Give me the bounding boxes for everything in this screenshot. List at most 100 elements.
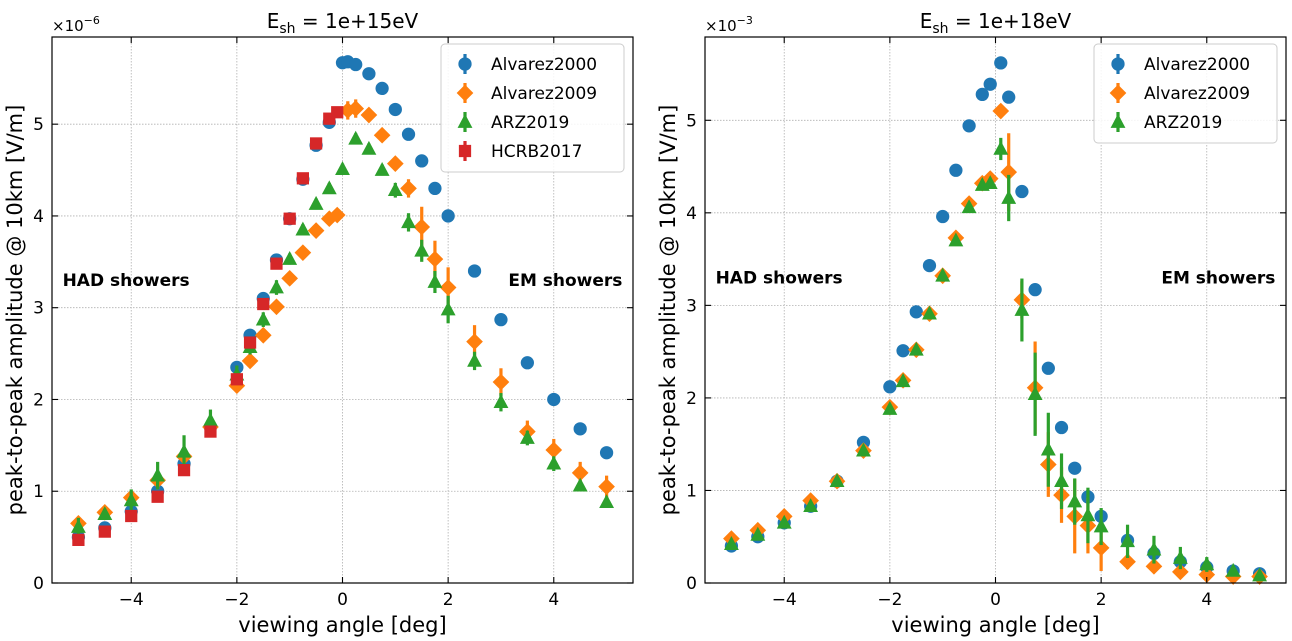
- data-point: [547, 392, 561, 407]
- data-point: [883, 380, 897, 394]
- legend-box: [1093, 43, 1278, 144]
- data-point: [347, 100, 365, 117]
- data-point: [268, 298, 285, 316]
- data-point: [1080, 507, 1096, 522]
- data-point: [1198, 566, 1216, 584]
- data-point: [150, 467, 166, 482]
- data-point: [427, 273, 443, 288]
- data-point: [992, 102, 1010, 120]
- y-tick-label: 2: [686, 389, 697, 409]
- x-tick-label: 2: [443, 590, 454, 610]
- data-point: [466, 333, 483, 350]
- legend-label: ARZ2019: [1144, 113, 1222, 133]
- data-point: [723, 536, 739, 550]
- data-point: [1172, 549, 1188, 564]
- chart-title: Esh = 1e+18eV: [920, 9, 1072, 37]
- data-point: [803, 498, 819, 513]
- data-point: [599, 494, 615, 509]
- data-point: [948, 232, 964, 247]
- data-point: [829, 473, 845, 488]
- data-point: [441, 209, 455, 223]
- data-point: [1028, 283, 1042, 297]
- data-point: [400, 180, 417, 197]
- data-point: [750, 526, 766, 541]
- data-point: [307, 222, 325, 239]
- legend-marker: [1110, 113, 1126, 128]
- data-point: [1054, 420, 1069, 435]
- x-tick-label: −4: [772, 590, 797, 610]
- data-point: [896, 344, 910, 358]
- data-point: [320, 210, 338, 228]
- data-point: [493, 394, 509, 409]
- data-point: [374, 161, 390, 176]
- data-point: [599, 446, 614, 460]
- data-point: [177, 464, 191, 477]
- data-point: [1172, 563, 1189, 581]
- title-subscript: sh: [932, 21, 948, 37]
- data-point: [571, 464, 589, 482]
- data-point: [70, 518, 86, 533]
- data-point: [1068, 461, 1082, 475]
- y-scale-exponent: −6: [84, 14, 100, 27]
- y-tick-label: 3: [686, 296, 697, 316]
- data-point: [97, 506, 113, 520]
- data-point: [1225, 562, 1241, 577]
- x-tick-label: −2: [877, 590, 902, 610]
- data-point: [386, 155, 404, 172]
- data-point: [98, 525, 111, 538]
- data-point: [961, 199, 977, 214]
- data-point: [1120, 533, 1135, 548]
- data-point: [1002, 90, 1016, 104]
- legend-label: Alvarez2009: [1144, 84, 1250, 104]
- data-point: [1054, 473, 1069, 488]
- legend-label: Alvarez2000: [491, 55, 597, 75]
- data-point: [895, 373, 911, 388]
- data-point: [375, 81, 389, 96]
- data-point: [949, 163, 963, 177]
- data-point: [467, 264, 482, 278]
- data-point: [328, 206, 346, 224]
- data-point: [1000, 163, 1018, 181]
- x-tick-label: −2: [224, 590, 249, 610]
- data-point: [982, 175, 998, 190]
- data-point: [360, 106, 378, 124]
- series-ARZ2019: [70, 130, 615, 537]
- data-point: [309, 137, 323, 150]
- data-point: [270, 257, 283, 270]
- x-axis-label: viewing angle [deg]: [891, 613, 1099, 637]
- data-point: [439, 279, 457, 296]
- y-tick-label: 3: [33, 299, 44, 319]
- data-point: [203, 412, 218, 427]
- shower-annotation: HAD showers: [716, 269, 843, 289]
- data-point: [1040, 441, 1056, 456]
- shower-annotation: EM showers: [1161, 269, 1275, 289]
- data-point: [572, 477, 588, 492]
- data-point: [349, 57, 363, 72]
- data-point: [414, 242, 430, 257]
- y-tick-label: 1: [33, 482, 44, 502]
- data-point: [362, 67, 376, 81]
- y-axis-label: peak-to-peak amplitude @ 10km [V/m]: [656, 105, 680, 516]
- data-point: [993, 140, 1009, 155]
- title-prefix: E: [920, 9, 933, 33]
- data-point: [401, 127, 416, 141]
- data-point: [176, 443, 192, 458]
- data-point: [994, 56, 1008, 70]
- data-point: [348, 130, 364, 145]
- data-point: [294, 244, 312, 261]
- legend-marker: [1109, 84, 1127, 102]
- data-point: [428, 181, 442, 196]
- data-point: [373, 126, 391, 144]
- legend-marker: [458, 144, 472, 158]
- title-rest: = 1e+18eV: [949, 9, 1072, 33]
- data-point: [520, 356, 534, 370]
- shower-annotation: EM showers: [508, 271, 622, 291]
- y-scale-base: ×10: [52, 17, 84, 35]
- data-point: [1041, 361, 1055, 375]
- data-point: [308, 195, 324, 210]
- x-tick-label: 2: [1096, 590, 1107, 610]
- data-point: [295, 221, 311, 236]
- y-scale-base: ×10: [705, 17, 737, 35]
- data-point: [573, 422, 587, 436]
- data-point: [1067, 493, 1083, 508]
